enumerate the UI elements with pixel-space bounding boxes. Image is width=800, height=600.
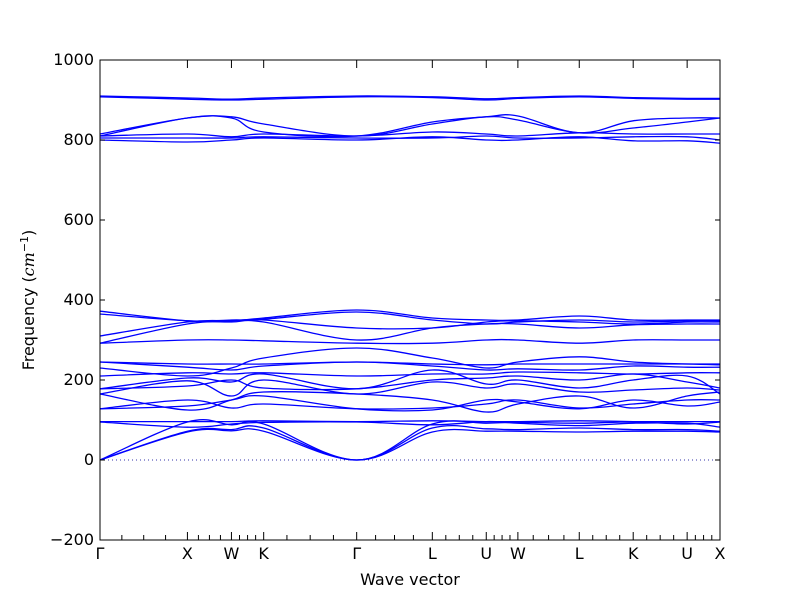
plot-area [99,95,721,461]
band-line-4 [99,420,721,428]
x-tick-label: X [182,544,193,563]
x-tick-label: Γ [96,544,105,563]
x-tick-label: W [510,544,526,563]
x-tick-label: L [428,544,437,563]
y-tick-label: 200 [63,370,94,389]
y-tick-label: 0 [84,450,94,469]
x-tick-label: L [575,544,584,563]
x-axis-label: Wave vector [360,570,460,589]
x-tick-label: U [480,544,492,563]
band-line-11 [99,369,721,395]
band-line-15 [99,347,721,377]
x-tick-label: U [681,544,693,563]
band-line-12 [99,371,721,377]
band-line-6 [99,394,721,412]
band-line-16 [99,338,720,345]
band-line-14 [99,361,721,366]
band-line-27 [99,95,721,100]
band-line-5 [100,420,720,423]
band-line-20 [99,309,720,323]
y-axis-unit: cm [19,252,38,276]
x-tick-label: X [715,544,726,563]
y-tick-label: −200 [50,530,94,549]
y-axis-unit-exponent: −1 [18,236,31,252]
band-line-26 [99,96,721,101]
x-tick-label: Γ [352,544,361,563]
band-line-22 [100,135,721,141]
y-tick-label: 600 [63,210,94,229]
y-tick-label: 400 [63,290,94,309]
band-line-19 [99,311,721,325]
band-line-7 [99,399,721,410]
x-tick-label: K [258,544,269,563]
band-line-8 [99,391,721,413]
band-line-3 [99,419,721,461]
band-line-25 [99,115,721,137]
x-tick-label: K [628,544,639,563]
y-axis-label-text: Frequency [19,288,38,371]
y-axis-ticks: −200 0 200 400 600 800 1000 [50,50,720,549]
y-tick-label: 1000 [53,50,94,69]
band-line-9 [99,379,721,397]
y-tick-label: 800 [63,130,94,149]
band-line-2 [99,425,721,461]
band-line-23 [99,131,720,138]
plot-frame [99,59,721,541]
y-axis-label: Frequency (cm−1) [18,230,38,371]
x-tick-label: W [224,544,240,563]
band-line-1 [99,428,721,461]
